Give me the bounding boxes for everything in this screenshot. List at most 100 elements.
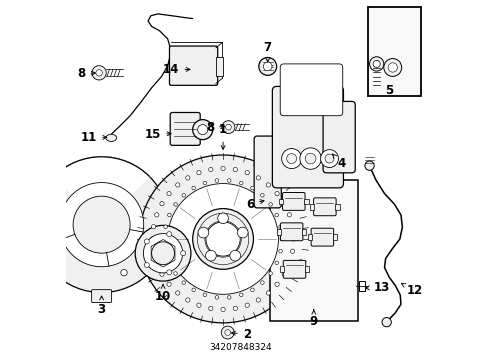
Circle shape (217, 213, 228, 224)
Bar (305, 266, 309, 272)
Bar (269, 180, 357, 321)
Circle shape (286, 261, 291, 265)
Circle shape (198, 227, 208, 238)
Circle shape (185, 176, 189, 180)
Circle shape (166, 192, 171, 196)
Text: 34207848324: 34207848324 (209, 343, 271, 352)
Circle shape (208, 167, 213, 172)
Circle shape (192, 208, 253, 269)
Circle shape (250, 186, 254, 190)
Circle shape (305, 153, 315, 164)
Circle shape (274, 213, 278, 217)
Circle shape (383, 59, 401, 76)
Circle shape (166, 270, 171, 275)
Bar (278, 199, 283, 204)
Circle shape (151, 249, 156, 253)
Circle shape (191, 288, 195, 292)
FancyBboxPatch shape (170, 112, 200, 145)
Circle shape (278, 249, 282, 253)
Circle shape (205, 222, 240, 256)
Circle shape (320, 150, 338, 167)
Circle shape (151, 225, 156, 229)
Circle shape (175, 183, 180, 187)
Text: 4: 4 (332, 154, 345, 170)
Bar (302, 229, 306, 235)
Circle shape (167, 261, 171, 265)
Text: 9: 9 (309, 310, 317, 328)
Circle shape (256, 176, 260, 180)
Circle shape (175, 291, 180, 295)
Circle shape (121, 269, 127, 276)
FancyBboxPatch shape (283, 260, 305, 278)
Circle shape (215, 179, 218, 182)
Circle shape (192, 120, 212, 140)
Circle shape (233, 167, 237, 172)
Circle shape (163, 249, 167, 253)
Circle shape (282, 202, 285, 206)
Circle shape (274, 282, 279, 287)
Circle shape (139, 155, 306, 323)
Circle shape (166, 282, 171, 287)
Circle shape (274, 192, 279, 196)
Circle shape (215, 296, 218, 299)
Circle shape (180, 251, 185, 256)
Circle shape (256, 298, 260, 302)
Text: 5: 5 (384, 84, 392, 97)
Circle shape (224, 330, 230, 336)
Circle shape (274, 261, 278, 265)
Text: 11: 11 (81, 131, 106, 144)
Circle shape (290, 249, 294, 253)
Circle shape (150, 237, 154, 241)
Circle shape (162, 237, 166, 241)
Circle shape (278, 225, 282, 229)
Circle shape (154, 261, 159, 265)
Circle shape (369, 57, 383, 71)
Circle shape (166, 231, 171, 237)
Circle shape (281, 149, 301, 168)
Text: 3: 3 (97, 296, 105, 316)
Circle shape (92, 66, 106, 80)
Circle shape (291, 237, 295, 241)
Circle shape (160, 272, 164, 276)
Circle shape (263, 62, 271, 71)
Circle shape (265, 291, 270, 295)
Circle shape (182, 281, 185, 284)
Circle shape (203, 181, 206, 185)
Circle shape (135, 225, 190, 281)
Circle shape (229, 250, 240, 261)
Circle shape (325, 154, 333, 163)
Circle shape (221, 326, 234, 339)
Circle shape (151, 242, 174, 265)
Circle shape (143, 234, 183, 273)
Circle shape (250, 288, 254, 292)
Circle shape (144, 262, 149, 267)
Circle shape (372, 60, 380, 67)
Circle shape (196, 171, 201, 175)
Circle shape (144, 239, 149, 244)
Circle shape (60, 183, 143, 267)
Circle shape (265, 183, 270, 187)
FancyBboxPatch shape (169, 46, 217, 85)
Circle shape (244, 303, 249, 307)
Circle shape (191, 186, 195, 190)
Circle shape (237, 227, 247, 238)
Circle shape (221, 166, 225, 171)
FancyBboxPatch shape (254, 136, 281, 208)
Circle shape (205, 250, 216, 261)
Circle shape (185, 298, 189, 302)
Text: 10: 10 (155, 284, 171, 303)
FancyBboxPatch shape (280, 223, 302, 241)
Bar (335, 204, 339, 210)
Circle shape (58, 256, 64, 262)
Circle shape (167, 213, 171, 217)
Circle shape (282, 272, 285, 276)
Text: 13: 13 (365, 282, 389, 294)
Circle shape (96, 69, 102, 76)
Circle shape (167, 184, 278, 294)
FancyBboxPatch shape (91, 290, 111, 302)
Circle shape (182, 193, 185, 197)
Circle shape (286, 154, 296, 163)
Circle shape (221, 307, 225, 312)
Circle shape (203, 293, 206, 297)
Circle shape (73, 196, 130, 253)
